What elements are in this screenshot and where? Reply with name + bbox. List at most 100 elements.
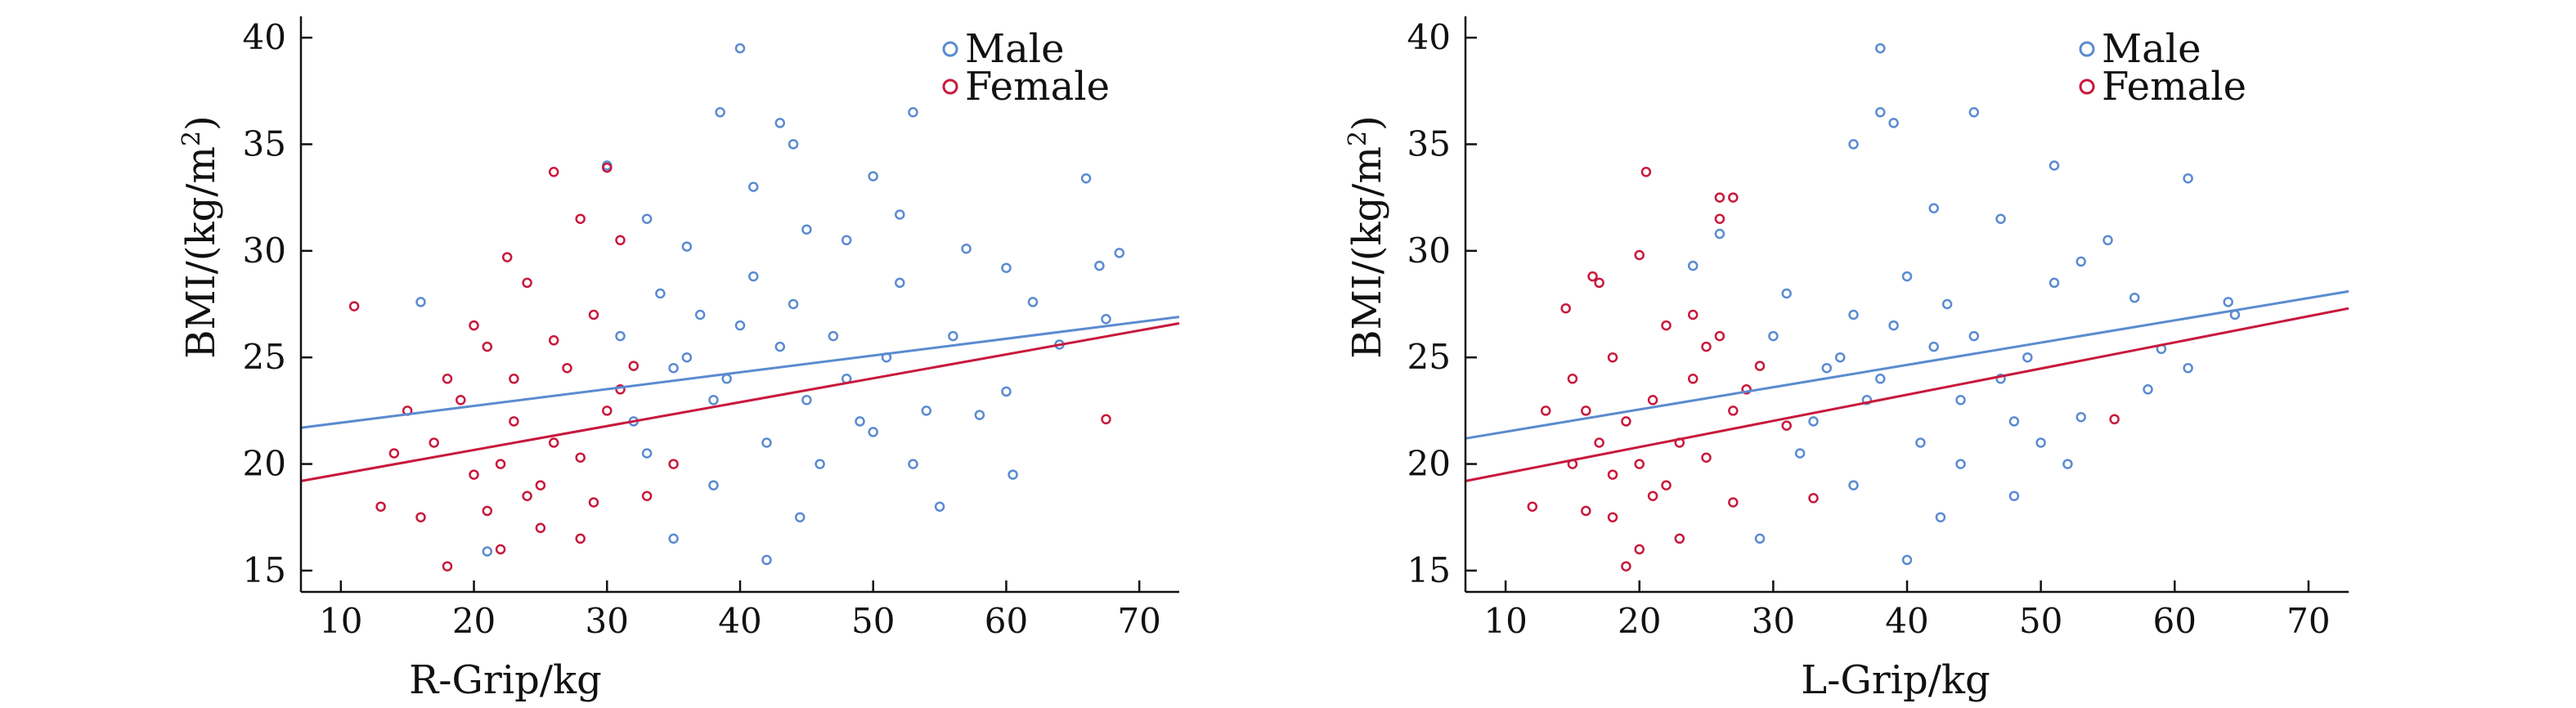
y-axis-title-superscript: 2	[1344, 131, 1372, 146]
y-tick-label: 40	[1407, 17, 1451, 57]
x-tick-label: 50	[2019, 601, 2062, 641]
female-data-point	[482, 505, 493, 517]
male-data-point	[2183, 173, 2193, 184]
male-data-point	[1928, 203, 1939, 213]
male-fit-line	[300, 316, 1180, 429]
female-data-point	[509, 374, 519, 384]
female-data-point	[1714, 330, 1726, 342]
female-data-point	[522, 491, 532, 501]
x-tick-label: 20	[1618, 601, 1661, 641]
male-data-point	[641, 448, 653, 459]
male-data-point	[794, 512, 806, 522]
female-data-point	[668, 459, 679, 469]
female-data-point	[348, 301, 360, 311]
female-data-point	[1634, 544, 1645, 555]
male-data-point	[2129, 292, 2140, 303]
male-data-point	[1714, 228, 1726, 240]
male-data-point	[2076, 411, 2086, 423]
legend-label-female: Female	[2102, 64, 2246, 110]
female-data-point	[588, 309, 599, 320]
scatter-panel-left-grip: 15 20 25 30 35 40 10 20 30 40 50 60 70 L-Grip/kg BMI…	[1344, 16, 2349, 703]
male-data-point	[788, 139, 799, 150]
female-data-point	[1621, 561, 1631, 571]
male-data-point	[681, 352, 693, 363]
male-data-point	[2035, 437, 2046, 448]
male-data-point	[1781, 288, 1792, 299]
female-data-point	[1634, 249, 1645, 261]
female-data-point	[429, 437, 439, 448]
male-data-point	[1768, 330, 1779, 342]
male-data-point	[2143, 384, 2153, 395]
male-data-point	[1928, 341, 1939, 352]
y-axis-title: BMI/(kg/m2)	[1344, 115, 1390, 359]
male-data-point	[1875, 43, 1886, 54]
male-data-point	[1875, 374, 1886, 384]
fit-lines	[300, 316, 1180, 482]
female-data-point	[442, 561, 453, 571]
female-data-point	[1581, 505, 1591, 517]
male-data-point	[1834, 352, 1846, 363]
male-data-point	[655, 288, 666, 299]
y-axis-title: BMI/(kg/m2)	[177, 115, 224, 359]
male-data-point	[1114, 248, 1125, 258]
male-data-point	[1941, 298, 1953, 310]
female-data-point	[575, 452, 586, 463]
female-data-point	[1594, 437, 1604, 448]
male-data-point	[1848, 480, 1859, 491]
male-data-point	[1995, 374, 2006, 384]
male-data-point	[482, 546, 493, 557]
female-data-point	[1101, 414, 1111, 425]
male-data-point	[734, 43, 746, 54]
male-data-point	[2062, 459, 2073, 469]
female-data-point	[535, 522, 546, 534]
male-data-point	[415, 297, 426, 307]
y-axis-title-main: BMI/(kg/m	[178, 146, 224, 359]
legend: Male Female	[942, 26, 1110, 110]
female-data-point	[641, 491, 653, 501]
x-tick-label: 30	[1752, 601, 1795, 641]
y-tick-label: 30	[243, 231, 286, 271]
x-tick-label: 70	[2287, 601, 2330, 641]
female-data-point	[1607, 352, 1618, 363]
male-data-point	[761, 554, 772, 566]
male-data-point	[748, 181, 759, 192]
male-data-point	[895, 277, 905, 289]
male-data-point	[761, 437, 772, 448]
female-data-point	[1714, 192, 1726, 203]
male-data-point	[1080, 173, 1092, 184]
male-data-point	[708, 480, 719, 491]
female-data-point	[442, 374, 453, 384]
female-data-point	[602, 406, 613, 416]
female-data-point	[509, 416, 519, 427]
male-fit-line	[1465, 289, 2349, 440]
points-layer	[1527, 43, 2241, 571]
female-fit-line	[1465, 307, 2349, 482]
female-data-point	[482, 341, 493, 352]
female-data-point	[1728, 406, 1739, 416]
y-tick-label: 35	[243, 123, 286, 164]
female-data-point	[1701, 341, 1712, 352]
female-fit-line	[300, 322, 1180, 482]
male-data-point	[1008, 469, 1018, 480]
female-data-point	[2109, 414, 2120, 425]
female-data-point	[469, 320, 479, 331]
y-tick-label: 20	[1407, 444, 1451, 484]
male-data-point	[1687, 260, 1699, 271]
female-data-point	[415, 512, 426, 522]
x-tick-label: 70	[1117, 601, 1160, 641]
y-tick-label: 15	[243, 550, 286, 590]
female-data-point	[615, 384, 626, 395]
female-data-point	[1714, 213, 1726, 224]
male-data-point	[1955, 395, 1966, 406]
male-data-point	[961, 243, 972, 254]
male-data-point	[721, 374, 732, 384]
male-data-point	[908, 459, 918, 469]
male-data-point	[1968, 107, 1980, 118]
legend-marker-male	[942, 41, 958, 57]
male-data-point	[828, 330, 839, 342]
female-data-point	[1647, 491, 1658, 501]
female-data-point	[1741, 384, 1752, 395]
female-data-point	[1701, 452, 1712, 463]
x-tick-label: 40	[1885, 601, 1928, 641]
male-data-point	[2008, 491, 2020, 501]
